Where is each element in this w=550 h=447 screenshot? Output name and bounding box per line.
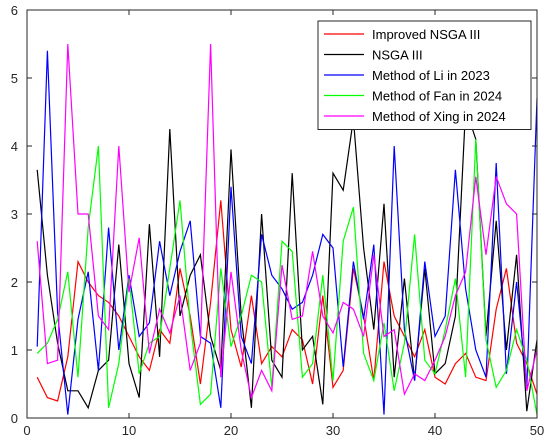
legend-item: Method of Xing in 2024 (324, 109, 506, 124)
y-tick-label: 3 (11, 207, 18, 222)
legend-label: NSGA III (372, 48, 423, 63)
legend-item: Method of Li in 2023 (324, 68, 490, 83)
series-layer (36, 43, 538, 415)
axis-layer: 0 10 20 30 40 50 0 1 2 3 4 5 6 (11, 3, 544, 438)
y-tick-label: 5 (11, 71, 18, 86)
series-line-3 (36, 50, 538, 415)
legend-label: Improved NSGA III (372, 27, 480, 42)
x-tick-label: 20 (224, 423, 238, 438)
series-line-4 (36, 139, 538, 415)
y-tick-label: 2 (11, 275, 18, 290)
legend-label: Method of Fan in 2024 (372, 89, 502, 104)
x-tick-label: 40 (428, 423, 442, 438)
y-tick-label: 0 (11, 411, 18, 426)
x-tick-label: 10 (122, 423, 136, 438)
y-tick-label: 4 (11, 139, 18, 154)
legend-item: Improved NSGA III (324, 27, 480, 42)
x-tick-label: 30 (326, 423, 340, 438)
series-line-1 (36, 200, 538, 402)
x-tick-label: 50 (530, 423, 544, 438)
legend-label: Method of Xing in 2024 (372, 109, 506, 124)
legend-label: Method of Li in 2023 (372, 68, 490, 83)
legend-item: Method of Fan in 2024 (324, 89, 502, 104)
series-5 (36, 43, 538, 400)
y-tick-label: 1 (11, 343, 18, 358)
series-line-5 (36, 43, 538, 400)
legend: Improved NSGA III NSGA III Method of Li in… (317, 20, 532, 130)
y-tick-label: 6 (11, 3, 18, 18)
series-4 (36, 139, 538, 415)
series-line-2 (36, 108, 538, 412)
x-tick-label: 0 (23, 423, 30, 438)
legend-item: NSGA III (324, 48, 423, 63)
